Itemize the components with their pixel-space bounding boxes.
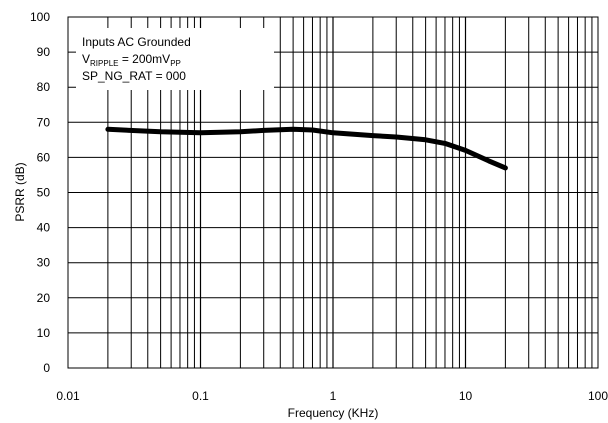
y-axis-label: PSRR (dB) [13,162,27,221]
y-tick-label: 70 [37,115,51,129]
annotation-pp-subscript: PP [170,59,181,68]
x-tick-label: 100 [588,389,608,403]
y-tick-label: 20 [37,291,51,305]
y-tick-label: 90 [37,45,51,59]
y-tick-label: 10 [37,326,51,340]
plot-frame [67,16,599,369]
y-tick-label: 80 [37,80,51,94]
annotation-background [76,28,274,90]
y-tick-label: 30 [37,256,51,270]
x-axis-label: Frequency (KHz) [288,406,379,420]
y-tick-label: 0 [43,361,50,375]
y-tick-label: 40 [37,221,51,235]
annotation-v-label: V [82,52,90,66]
annotation-box: Inputs AC Grounded VRIPPLE = 200mVPP SP_… [76,28,274,90]
x-tick-label: 10 [459,389,473,403]
x-tick-label: 1 [330,389,337,403]
series-layer [105,126,508,171]
y-tick-labels: 0 10 20 30 40 50 60 70 80 90 100 [30,10,50,375]
annotation-line-3: SP_NG_RAT = 000 [82,69,186,83]
x-tick-labels: 0.01 0.1 1 10 100 [56,389,608,403]
annotation-ripple-value: = 200mV [118,52,170,66]
y-tick-label: 60 [37,150,51,164]
annotation-ripple-subscript: RIPPLE [90,59,118,68]
y-tick-label: 50 [37,186,51,200]
x-tick-label: 0.01 [56,389,80,403]
y-tick-label: 100 [30,10,50,24]
psrr-series-line [105,126,508,171]
annotation-line-1: Inputs AC Grounded [82,35,191,49]
x-tick-label: 0.1 [192,389,209,403]
annotation-line-2: VRIPPLE = 200mVPP [82,52,181,68]
